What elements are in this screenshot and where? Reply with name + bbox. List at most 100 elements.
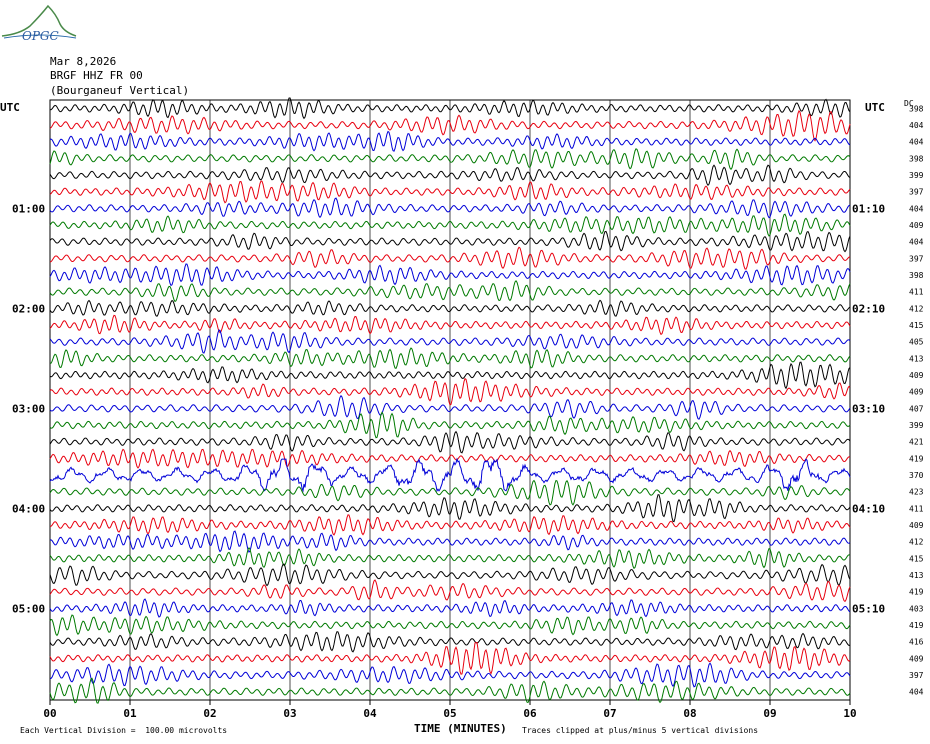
x-tick-label: 10 bbox=[843, 707, 856, 720]
dc-offset-label: 413 bbox=[909, 354, 924, 363]
x-tick-label: 06 bbox=[523, 707, 537, 720]
trace-row bbox=[49, 361, 851, 390]
trace-row bbox=[49, 394, 851, 420]
left-axis-title: UTC bbox=[0, 101, 20, 114]
trace-row bbox=[49, 213, 851, 237]
trace-row bbox=[49, 579, 851, 603]
dc-offset-label: 409 bbox=[909, 221, 924, 230]
trace-row bbox=[49, 494, 851, 523]
dc-offset-label: 411 bbox=[909, 504, 924, 513]
left-hour-label: 03:00 bbox=[12, 402, 45, 415]
dc-offset-label: 405 bbox=[909, 338, 924, 347]
dc-offset-label: 403 bbox=[909, 604, 924, 613]
left-hour-label: 05:00 bbox=[12, 602, 45, 615]
dc-offset-label: 397 bbox=[909, 671, 924, 680]
x-tick-label: 09 bbox=[763, 707, 776, 720]
trace-row bbox=[49, 377, 851, 406]
dc-offset-label: 398 bbox=[909, 154, 924, 163]
dc-offset-label: 415 bbox=[909, 321, 924, 330]
trace-row bbox=[49, 448, 851, 469]
left-hour-label: 02:00 bbox=[12, 302, 45, 315]
dc-offset-label: 397 bbox=[909, 254, 924, 263]
x-tick-label: 05 bbox=[443, 707, 456, 720]
right-hour-label: 01:10 bbox=[852, 202, 885, 215]
dc-offset-label: 416 bbox=[909, 638, 924, 647]
dc-offset-label: 397 bbox=[909, 188, 924, 197]
station-code: BRGF HHZ FR 00 bbox=[50, 69, 143, 82]
dc-offset-label: 407 bbox=[909, 404, 924, 413]
trace-row bbox=[49, 180, 851, 204]
trace-row bbox=[49, 97, 851, 120]
right-hour-label: 05:10 bbox=[852, 602, 885, 615]
trace-row bbox=[49, 148, 851, 171]
dc-offset-label: 409 bbox=[909, 654, 924, 663]
right-hour-label: 04:10 bbox=[852, 502, 885, 515]
scale-note: Each Vertical Division = 100.00 microvol… bbox=[20, 726, 228, 735]
trace-row bbox=[50, 662, 851, 688]
trace-row bbox=[49, 563, 851, 587]
trace-row bbox=[49, 546, 851, 570]
dc-offset-label: 398 bbox=[909, 271, 924, 280]
right-axis-title: UTC bbox=[865, 101, 885, 114]
right-hour-label: 03:10 bbox=[852, 402, 885, 415]
trace-row bbox=[49, 677, 851, 704]
trace-row bbox=[49, 347, 851, 369]
dc-offset-label: 419 bbox=[909, 621, 924, 630]
trace-row bbox=[49, 164, 851, 187]
dc-offset-label: 413 bbox=[909, 571, 924, 580]
dc-offset-label: 404 bbox=[909, 238, 924, 247]
trace-row bbox=[49, 479, 851, 506]
dc-offset-label: 409 bbox=[909, 388, 924, 397]
trace-row bbox=[49, 263, 851, 287]
dc-offset-label: 421 bbox=[909, 438, 924, 447]
station-name: (Bourganeuf Vertical) bbox=[50, 84, 190, 97]
x-tick-label: 04 bbox=[363, 707, 377, 720]
trace-row bbox=[49, 530, 851, 553]
dc-offset-label: 415 bbox=[909, 554, 924, 563]
dc-offset-label: 411 bbox=[909, 288, 924, 297]
dc-offset-label: 409 bbox=[909, 521, 924, 530]
trace-row bbox=[49, 109, 851, 142]
trace-row bbox=[49, 457, 851, 493]
trace-row bbox=[49, 631, 851, 653]
trace-row bbox=[49, 197, 851, 219]
x-tick-label: 01 bbox=[123, 707, 137, 720]
dc-offset-label: 404 bbox=[909, 121, 924, 130]
x-tick-label: 00 bbox=[43, 707, 56, 720]
dc-offset-label: 419 bbox=[909, 454, 924, 463]
logo-text: OPGC bbox=[22, 29, 59, 43]
trace-row bbox=[49, 598, 851, 618]
trace-row bbox=[49, 514, 851, 536]
x-tick-label: 02 bbox=[203, 707, 216, 720]
trace-row bbox=[49, 614, 851, 637]
trace-row bbox=[49, 280, 851, 303]
dc-offset-label: 399 bbox=[909, 171, 924, 180]
dc-offset-label: 412 bbox=[909, 538, 924, 547]
x-tick-label: 03 bbox=[283, 707, 296, 720]
dc-offset-label: 370 bbox=[909, 471, 924, 480]
trace-row bbox=[49, 130, 851, 152]
trace-row bbox=[49, 329, 851, 354]
trace-row bbox=[49, 299, 851, 317]
left-hour-label: 04:00 bbox=[12, 502, 45, 515]
x-tick-label: 08 bbox=[683, 707, 696, 720]
dc-offset-label: 412 bbox=[909, 304, 924, 313]
dc-offset-label: 409 bbox=[909, 371, 924, 380]
trace-row bbox=[49, 411, 851, 439]
left-hour-label: 01:00 bbox=[12, 202, 45, 215]
dc-offset-label: 404 bbox=[909, 138, 924, 147]
plot-date: Mar 8,2026 bbox=[50, 55, 117, 68]
dc-offset-label: 423 bbox=[909, 488, 924, 497]
trace-row bbox=[49, 314, 851, 336]
dc-offset-label: 404 bbox=[909, 204, 924, 213]
clip-note: Traces clipped at plus/minus 5 vertical … bbox=[522, 726, 759, 735]
trace-row bbox=[49, 230, 851, 253]
dc-offset-label: 419 bbox=[909, 588, 924, 597]
dc-offset-label: 404 bbox=[909, 688, 924, 697]
opgc-logo: OPGC bbox=[1, 4, 77, 43]
trace-row bbox=[49, 430, 851, 454]
dc-offset-label: 399 bbox=[909, 421, 924, 430]
dc-offset-label: 398 bbox=[909, 104, 924, 113]
right-hour-label: 02:10 bbox=[852, 302, 885, 315]
